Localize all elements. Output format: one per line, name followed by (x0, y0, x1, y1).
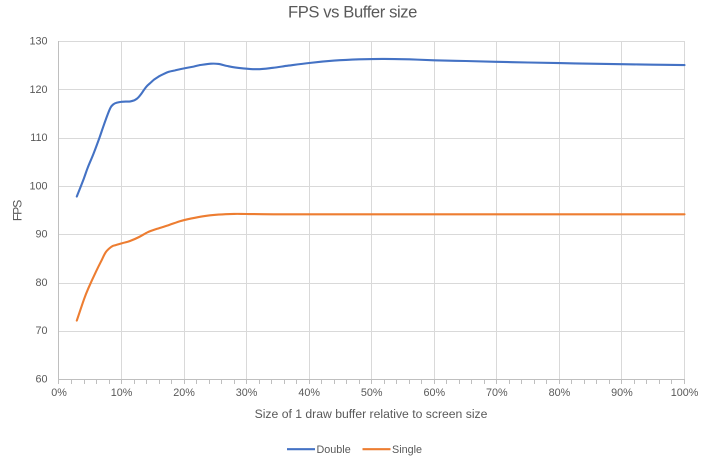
svg-text:90: 90 (35, 229, 47, 241)
svg-text:100: 100 (29, 180, 47, 192)
svg-text:40%: 40% (298, 387, 320, 399)
svg-text:30%: 30% (236, 387, 258, 399)
svg-text:60: 60 (35, 374, 47, 386)
svg-text:100%: 100% (671, 387, 699, 399)
svg-text:20%: 20% (173, 387, 195, 399)
svg-text:FPS vs Buffer size: FPS vs Buffer size (288, 3, 417, 22)
svg-text:50%: 50% (361, 387, 383, 399)
svg-text:Single: Single (392, 444, 422, 456)
svg-text:120: 120 (29, 84, 47, 96)
svg-text:Size of 1 draw buffer relative: Size of 1 draw buffer relative to screen… (255, 407, 488, 421)
svg-text:70%: 70% (486, 387, 508, 399)
svg-text:80: 80 (35, 277, 47, 289)
svg-text:60%: 60% (423, 387, 445, 399)
svg-text:10%: 10% (111, 387, 133, 399)
svg-text:130: 130 (29, 36, 47, 48)
svg-text:Double: Double (317, 444, 351, 456)
svg-text:90%: 90% (611, 387, 633, 399)
svg-text:FPS: FPS (11, 200, 25, 221)
svg-text:70: 70 (35, 325, 47, 337)
svg-text:0%: 0% (51, 387, 67, 399)
svg-text:80%: 80% (549, 387, 571, 399)
svg-text:110: 110 (30, 132, 47, 144)
